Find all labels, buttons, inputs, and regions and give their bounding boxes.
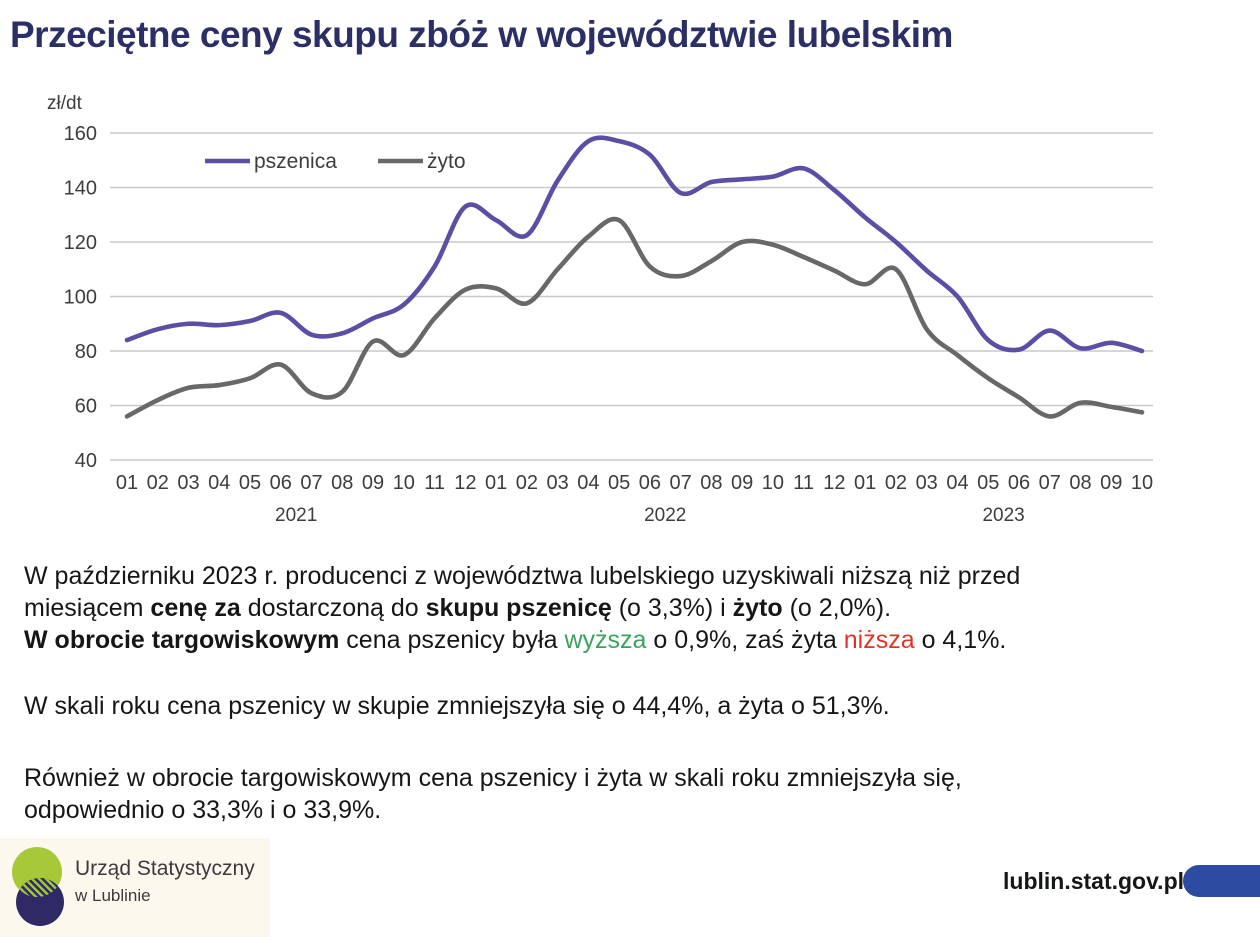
month-tick-label: 09 — [731, 472, 753, 494]
month-tick-label: 09 — [1100, 472, 1122, 494]
month-tick-label: 01 — [485, 472, 507, 494]
paragraph-monthly-change: W październiku 2023 r. producenci z woje… — [24, 562, 1021, 654]
y-tick-label: 100 — [64, 287, 97, 309]
month-tick-label: 02 — [147, 472, 169, 494]
month-tick-label: 10 — [1131, 472, 1153, 494]
x-axis-year-labels: 2021 2022 2023 — [275, 505, 1025, 526]
series-line-pszenica — [124, 135, 1145, 354]
y-tick-label: 120 — [64, 232, 97, 254]
series-line-żyto — [124, 216, 1145, 419]
month-tick-label: 05 — [608, 472, 630, 494]
month-tick-label: 02 — [516, 472, 538, 494]
month-tick-label: 05 — [239, 472, 261, 494]
year-label: 2022 — [644, 505, 686, 526]
y-axis-labels: 40 60 80 100 120 140 160 — [64, 123, 97, 472]
paragraph-yearly-change: W skali roku cena pszenicy w skupie zmni… — [24, 692, 890, 720]
month-tick-label: 08 — [700, 472, 722, 494]
y-tick-label: 60 — [75, 396, 97, 418]
month-tick-label: 03 — [916, 472, 938, 494]
x-axis-month-labels: 01 02 03 04 05 06 07 08 09 10 11 12 01 02 03 04 05 06 07 08… — [116, 472, 1153, 494]
month-tick-label: 02 — [885, 472, 907, 494]
gridlines — [110, 132, 1153, 461]
month-tick-label: 05 — [977, 472, 999, 494]
y-tick-label: 40 — [75, 450, 97, 472]
month-tick-label: 01 — [116, 472, 138, 494]
month-tick-label: 09 — [362, 472, 384, 494]
month-tick-label: 08 — [331, 472, 353, 494]
month-tick-label: 01 — [854, 472, 876, 494]
year-label: 2021 — [275, 505, 317, 526]
org-subtitle: w Lublinie — [75, 886, 151, 905]
month-tick-label: 04 — [208, 472, 230, 494]
month-tick-label: 04 — [577, 472, 599, 494]
legend-label-pszenica: pszenica — [254, 150, 337, 173]
month-tick-label: 10 — [393, 472, 415, 494]
y-axis-unit-label: zł/dt — [47, 93, 82, 114]
month-tick-label: 11 — [793, 472, 814, 494]
month-tick-label: 12 — [454, 472, 476, 494]
page-title: Przeciętne ceny skupu zbóż w województwi… — [10, 14, 953, 55]
month-tick-label: 06 — [1008, 472, 1030, 494]
logo-hatched-overlap — [16, 878, 62, 897]
paragraph-market-change: Również w obrocie targowiskowym cena psz… — [24, 764, 962, 824]
legend: pszenica żyto — [205, 150, 466, 173]
month-tick-label: 06 — [639, 472, 661, 494]
legend-label-żyto: żyto — [427, 150, 466, 173]
month-tick-label: 04 — [946, 472, 968, 494]
month-tick-label: 07 — [300, 472, 322, 494]
month-tick-label: 07 — [1039, 472, 1061, 494]
org-name: Urząd Statystyczny — [75, 857, 255, 880]
month-tick-label: 07 — [670, 472, 692, 494]
y-tick-label: 160 — [64, 123, 97, 145]
month-tick-label: 11 — [424, 472, 445, 494]
month-tick-label: 06 — [270, 472, 292, 494]
month-tick-label: 08 — [1069, 472, 1091, 494]
y-tick-label: 80 — [75, 341, 97, 363]
year-label: 2023 — [982, 505, 1024, 526]
y-tick-label: 140 — [64, 178, 97, 200]
month-tick-label: 10 — [762, 472, 784, 494]
footer-accent-pill — [1183, 865, 1260, 897]
month-tick-label: 03 — [177, 472, 199, 494]
month-tick-label: 12 — [823, 472, 845, 494]
month-tick-label: 03 — [546, 472, 568, 494]
org-logo-icon — [12, 847, 64, 926]
footer-url: lublin.stat.gov.pl — [1003, 868, 1185, 894]
